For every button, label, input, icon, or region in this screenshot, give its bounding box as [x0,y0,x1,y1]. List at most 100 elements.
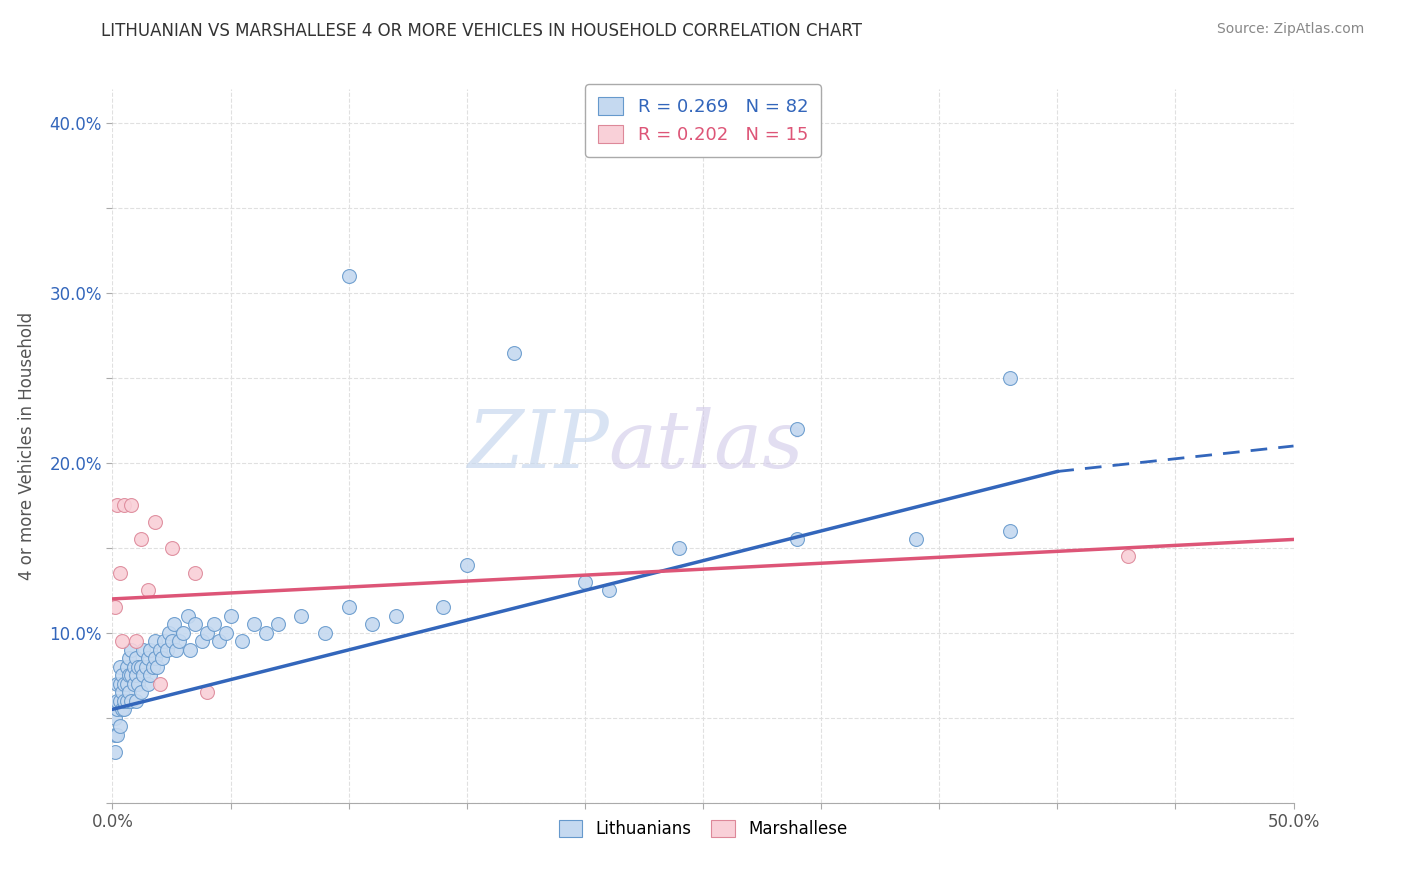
Point [120,668,142,682]
Point [111,634,134,648]
Point [160,541,183,555]
Point [503,345,526,359]
Point [136,651,159,665]
Point [149,643,172,657]
Point [118,685,141,699]
Point [998,371,1021,385]
Point [108,677,131,691]
Point [172,626,194,640]
Point [104,745,127,759]
Point [202,617,225,632]
Point [150,651,173,665]
Text: ZIP: ZIP [467,408,609,484]
Point [120,499,142,513]
Point [184,617,207,632]
Point [165,643,187,657]
Point [254,626,277,640]
Point [129,685,152,699]
Point [143,651,166,665]
Point [105,694,128,708]
Point [104,728,127,742]
Point [177,608,200,623]
Point [127,677,149,691]
Point [337,269,360,284]
Point [112,694,135,708]
Point [361,617,384,632]
Point [143,516,166,530]
Point [115,660,138,674]
Point [104,600,127,615]
Point [115,677,138,691]
Point [243,617,266,632]
Point [127,660,149,674]
Point [129,533,152,547]
Point [112,499,135,513]
Point [337,600,360,615]
Point [136,583,159,598]
Point [132,668,155,682]
Point [132,643,155,657]
Point [125,694,148,708]
Point [104,711,127,725]
Point [111,668,134,682]
Point [118,651,141,665]
Point [456,558,478,572]
Point [135,660,157,674]
Text: atlas: atlas [609,408,804,484]
Point [142,660,165,674]
Point [160,634,183,648]
Point [163,617,186,632]
Point [208,634,231,648]
Point [105,499,128,513]
Point [786,533,808,547]
Point [112,677,135,691]
Point [111,685,134,699]
Point [149,677,172,691]
Point [157,626,180,640]
Point [139,668,162,682]
Point [267,617,290,632]
Point [998,524,1021,538]
Point [120,643,142,657]
Point [125,651,148,665]
Point [120,694,142,708]
Point [108,694,131,708]
Point [385,608,408,623]
Point [195,685,218,699]
Point [786,422,808,436]
Legend: Lithuanians, Marshallese: Lithuanians, Marshallese [553,813,853,845]
Point [112,702,135,716]
Point [122,677,145,691]
Point [668,541,690,555]
Point [105,677,128,691]
Point [125,634,148,648]
Point [167,634,190,648]
Point [1116,549,1139,564]
Point [156,643,179,657]
Point [136,677,159,691]
Point [290,608,312,623]
Text: Source: ZipAtlas.com: Source: ZipAtlas.com [1216,22,1364,37]
Point [129,660,152,674]
Point [195,626,218,640]
Point [153,634,176,648]
Point [574,574,596,589]
Point [108,719,131,733]
Point [122,660,145,674]
Point [108,660,131,674]
Point [432,600,454,615]
Point [105,702,128,716]
Point [108,566,131,581]
Point [111,702,134,716]
Point [191,634,214,648]
Point [219,608,242,623]
Text: LITHUANIAN VS MARSHALLESE 4 OR MORE VEHICLES IN HOUSEHOLD CORRELATION CHART: LITHUANIAN VS MARSHALLESE 4 OR MORE VEHI… [101,22,862,40]
Point [118,668,141,682]
Point [146,660,169,674]
Point [904,533,927,547]
Point [231,634,253,648]
Point [314,626,336,640]
Point [115,694,138,708]
Point [598,583,620,598]
Point [105,728,128,742]
